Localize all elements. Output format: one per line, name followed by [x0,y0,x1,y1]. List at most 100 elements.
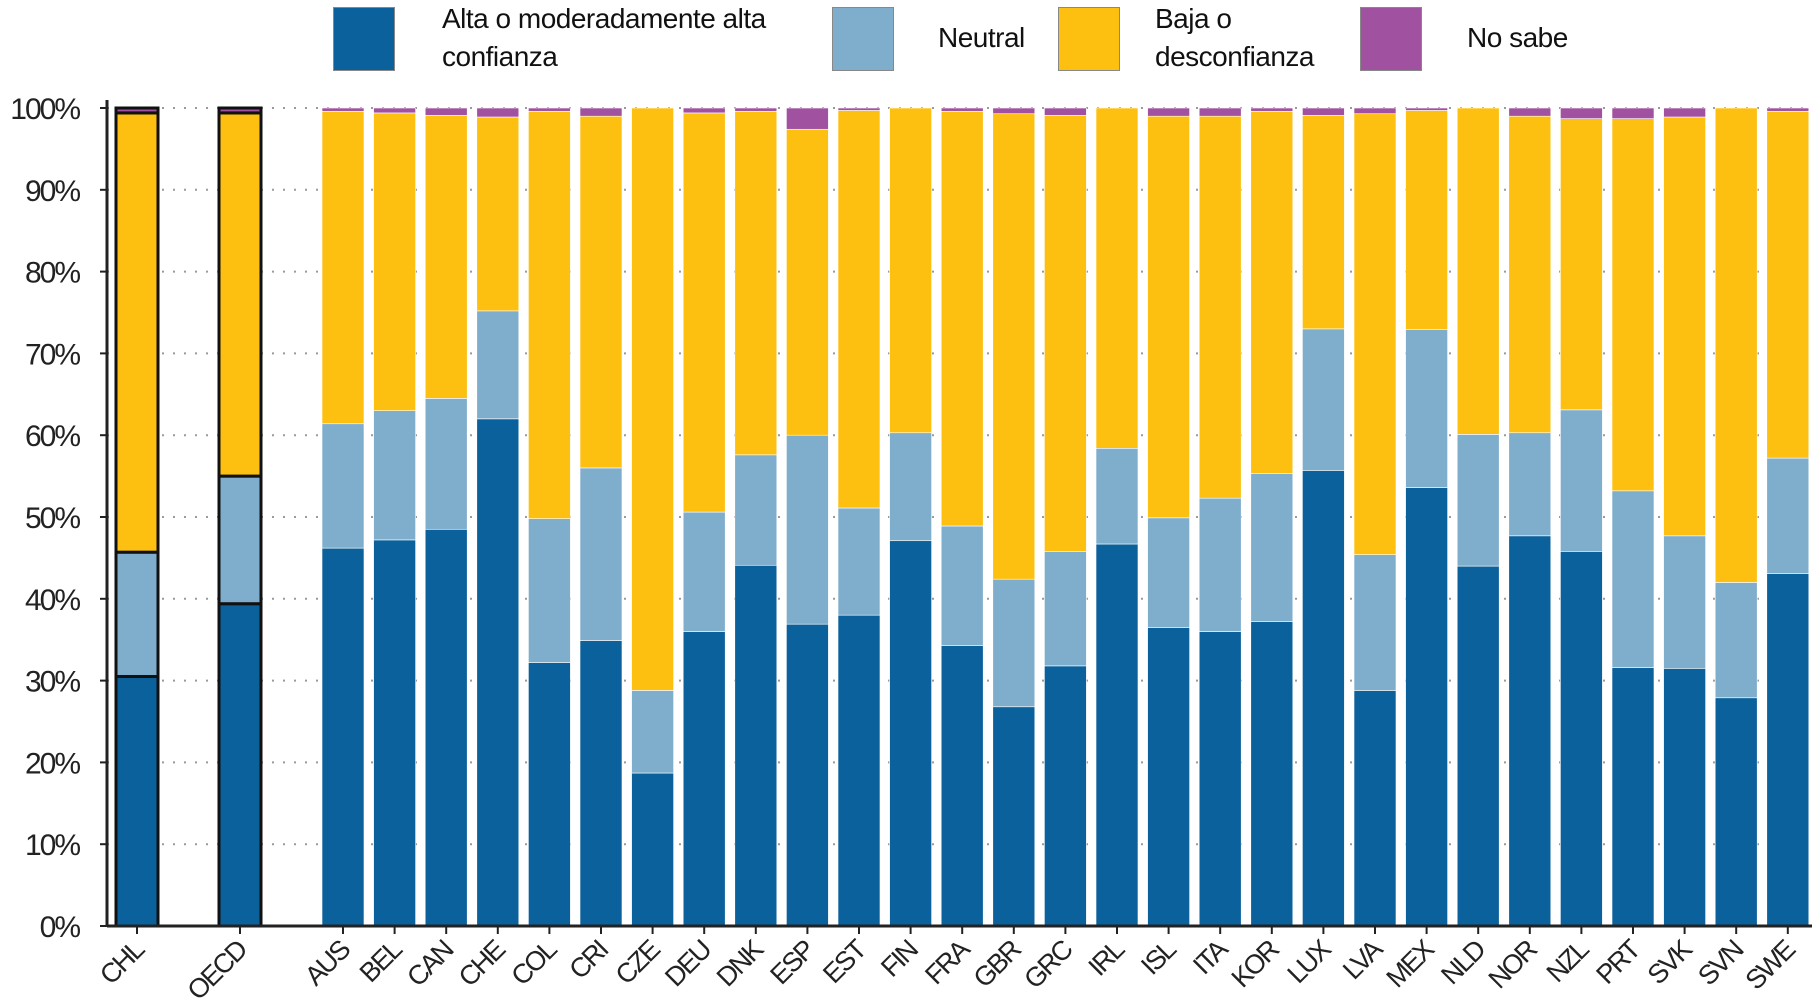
legend-line: Baja o [1155,3,1232,34]
bar-gbr [992,107,1036,927]
bar-segment [1508,107,1552,117]
bar-segment [1044,115,1087,552]
bar-segment [1766,107,1810,112]
bar-grc [1044,107,1087,927]
bar-segment [1560,551,1603,927]
bar-esp [786,107,829,927]
bar-segment [217,602,263,928]
bar-segment [1095,107,1139,449]
x-tick-label: CHL [94,934,151,991]
bar-segment [1663,107,1706,118]
legend-label-neutral: Neutral [938,22,1025,53]
bar-segment [114,106,160,115]
bar-nld [1456,107,1500,927]
bar-segment [1302,328,1345,471]
bar-segment [321,423,365,549]
bar-segment [1147,517,1190,628]
bar-segment [992,113,1036,580]
bar-segment [1766,457,1810,574]
bar-segment [734,107,778,112]
bar-segment [579,107,623,117]
bar-aus [321,107,365,927]
bar-segment [1044,665,1087,927]
bar-segment [631,690,674,774]
bar-segment [682,112,726,513]
bar-segment [579,115,623,469]
x-tick-label: NZL [1541,934,1595,988]
x-tick-label: CHE [453,934,511,992]
x-tick-label: SVK [1642,934,1699,991]
bar-segment [476,116,520,312]
y-tick-label: 40% [25,584,80,617]
bar-segment [373,410,416,541]
x-tick-label: MEX [1380,934,1440,994]
bar-lva [1353,107,1397,927]
bar-segment [1198,631,1242,927]
legend-swatch-low-trust [1058,7,1120,71]
y-tick-label: 10% [25,829,80,862]
x-tick-label: PRT [1590,934,1646,990]
bar-segment [940,107,984,112]
bar-segment [631,772,674,927]
bar-bel [373,107,416,927]
bar-segment [837,107,881,111]
x-tick-label: BEL [354,934,408,988]
bar-segment [476,107,520,118]
bar-segment [321,110,365,425]
bar-segment [1508,115,1552,434]
bar-segment [528,662,571,927]
bar-segment [1095,543,1139,927]
bar-segment [786,434,829,625]
bar-segment [682,511,726,632]
bar-segment [1302,470,1345,927]
legend-line: desconfianza [1155,41,1315,72]
bar-segment [1147,627,1190,927]
bar-segment [1044,107,1087,116]
bar-segment [528,518,571,663]
bar-col [528,107,571,927]
bar-segment [321,107,365,112]
x-tick-label: LVA [1337,934,1389,986]
legend-line: confianza [442,41,558,72]
bar-segment [1766,573,1810,927]
bar-isl [1147,107,1190,927]
legend-label-dont-know: No sabe [1467,22,1568,53]
bar-dnk [734,107,778,927]
x-tick-label: ISL [1135,934,1182,981]
bar-segment [1250,107,1294,112]
bar-cri [579,107,623,927]
bar-segment [1147,115,1190,519]
legend-label-low-trust: Baja o desconfianza [1155,0,1315,76]
bar-segment [889,432,932,542]
bar-segment [373,107,416,114]
bar-segment [1714,697,1758,927]
x-tick-label: DNK [711,934,770,993]
bar-segment [1250,473,1294,623]
bar-segment [1611,107,1655,119]
bar-segment [940,110,984,527]
y-tick-label: 0% [40,911,81,944]
bar-segment [579,640,623,927]
bar-segment [1405,487,1448,927]
bar-segment [1198,115,1242,499]
bar-segment [528,107,571,112]
bar-cze [631,107,674,927]
bar-segment [1508,535,1552,927]
bar-segment [217,111,263,478]
bar-segment [424,107,468,116]
bar-segment [1714,107,1758,583]
bar-segment [1456,434,1500,567]
x-tick-label: CZE [610,934,666,990]
bar-segment [1198,497,1242,632]
x-tick-label: SWE [1740,934,1801,995]
bar-segment [734,564,778,927]
bar-segment [1611,490,1655,668]
bar-segment [631,107,674,691]
legend-swatch-high-trust [333,7,395,71]
bar-segment [1766,110,1810,459]
bar-segment [1663,668,1706,927]
bar-segment [682,107,726,114]
bar-segment [1560,118,1603,411]
x-tick-label: CRI [563,935,613,985]
bar-segment [1302,115,1345,330]
